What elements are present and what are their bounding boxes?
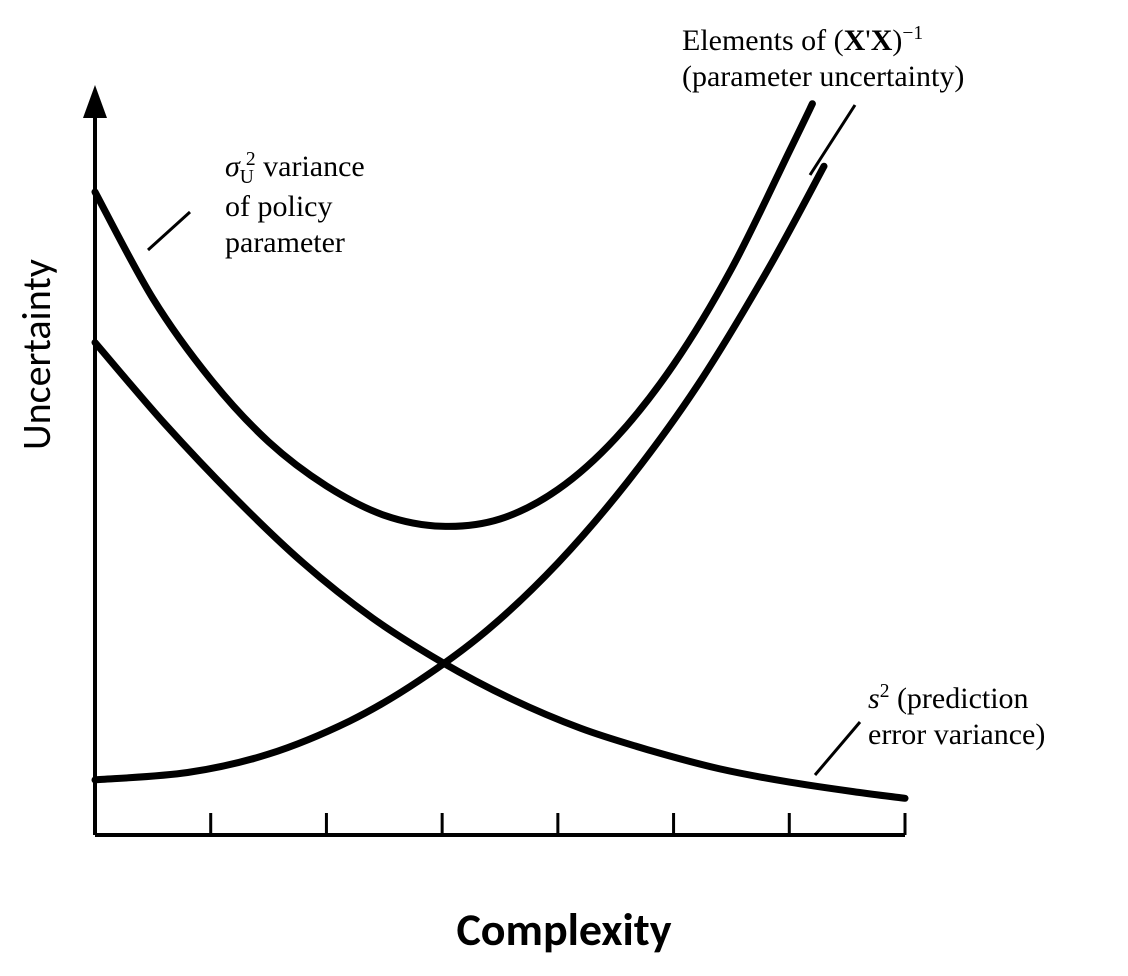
annotation-sigma: σU2 variance of policy parameter xyxy=(225,148,365,261)
leader-s2 xyxy=(815,722,860,775)
annotation-s2: s2 (prediction error variance) xyxy=(868,680,1045,753)
annot-s2-line1: s2 (prediction xyxy=(868,682,1029,715)
annot-sigma-line1: σU2 variance xyxy=(225,150,365,183)
leader-sigma xyxy=(148,212,190,250)
curve-xx-inverse xyxy=(95,166,824,780)
annot-sigma-line2: of policy xyxy=(225,190,332,223)
x-ticks xyxy=(211,813,905,835)
y-axis-label: Uncertainty xyxy=(12,259,61,450)
annotation-xx-inverse: Elements of (X'X)−1 (parameter uncertain… xyxy=(682,22,964,95)
chart-svg xyxy=(0,0,1128,976)
annot-sigma-line3: parameter xyxy=(225,226,345,259)
x-axis-label: Complexity xyxy=(0,902,1128,958)
annot-xx-line1: Elements of (X'X)−1 xyxy=(682,24,923,57)
curve-s-sq xyxy=(95,343,905,799)
leader-xx xyxy=(810,105,855,175)
annot-s2-line2: error variance) xyxy=(868,718,1045,751)
annot-xx-line2: (parameter uncertainty) xyxy=(682,60,964,93)
uncertainty-complexity-chart: Uncertainty Complexity Elements of (X'X)… xyxy=(0,0,1128,976)
